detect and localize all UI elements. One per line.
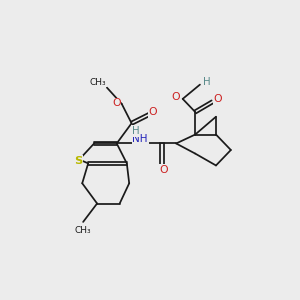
Text: H: H — [203, 77, 210, 87]
Text: O: O — [172, 92, 181, 101]
Text: O: O — [149, 107, 157, 117]
Text: NH: NH — [132, 134, 148, 144]
Text: CH₃: CH₃ — [74, 226, 91, 235]
Text: O: O — [159, 165, 168, 175]
Text: H: H — [132, 126, 140, 136]
Text: CH₃: CH₃ — [90, 78, 106, 87]
Text: O: O — [214, 94, 222, 104]
Text: O: O — [112, 98, 121, 108]
Text: S: S — [74, 156, 82, 166]
